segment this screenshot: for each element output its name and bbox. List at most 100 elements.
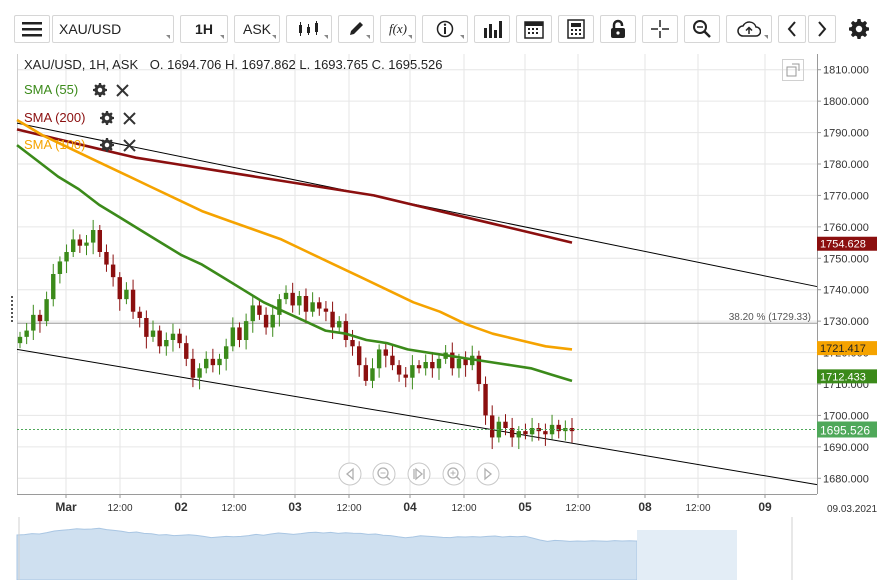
candle-body bbox=[337, 321, 342, 328]
crosshair-icon bbox=[651, 20, 669, 38]
gear-icon[interactable] bbox=[93, 83, 107, 97]
candle-body bbox=[223, 346, 229, 359]
y-tick-label: 1740.000 bbox=[823, 285, 869, 297]
candle-body bbox=[170, 333, 176, 340]
channel-lower-line bbox=[16, 348, 818, 486]
candle-body bbox=[396, 365, 402, 375]
gear-icon bbox=[849, 19, 869, 39]
candle-body bbox=[403, 374, 408, 378]
menu-button[interactable] bbox=[14, 15, 50, 43]
x-tick-label: 12:00 bbox=[451, 503, 476, 514]
candle-body bbox=[243, 321, 249, 340]
candle-body bbox=[569, 428, 575, 432]
zoom-button[interactable] bbox=[684, 15, 720, 43]
chart-type-button[interactable] bbox=[286, 15, 332, 43]
candle-body bbox=[164, 340, 169, 347]
sma-series bbox=[16, 118, 573, 383]
navigator-overview[interactable] bbox=[16, 517, 877, 580]
legend-item-sma200[interactable]: SMA (200) bbox=[24, 110, 85, 125]
candle-body bbox=[509, 428, 515, 438]
crosshair-button[interactable] bbox=[642, 15, 678, 43]
legend-item-sma55[interactable]: SMA (55) bbox=[24, 82, 78, 97]
calendar-icon bbox=[524, 21, 544, 39]
candle-body bbox=[117, 277, 122, 300]
candle-body bbox=[144, 318, 149, 337]
reset-zoom-button[interactable] bbox=[407, 462, 431, 486]
candle-body bbox=[503, 421, 508, 428]
candle-body bbox=[463, 358, 468, 366]
zoom-in-button[interactable] bbox=[442, 462, 466, 486]
x-tick-label: 12:00 bbox=[107, 503, 132, 514]
candle-body bbox=[410, 365, 415, 378]
x-tick-label: 12:00 bbox=[221, 503, 246, 514]
candle-body bbox=[516, 431, 521, 438]
candle-body bbox=[157, 330, 162, 347]
candle-body bbox=[24, 330, 29, 337]
candle-body bbox=[323, 308, 329, 312]
lock-button[interactable] bbox=[600, 15, 636, 43]
chart-toolbar: XAU/USD 1H ASK f(x) bbox=[0, 0, 888, 44]
x-tick-label: 04 bbox=[403, 500, 417, 514]
candle-body bbox=[124, 289, 129, 300]
candle-body bbox=[523, 431, 528, 435]
candle-body bbox=[376, 349, 382, 369]
x-tick-label: 12:00 bbox=[336, 503, 361, 514]
last-price-tag-text: 1695.526 bbox=[820, 423, 870, 437]
pan-right-button[interactable] bbox=[476, 462, 500, 486]
calculator-button[interactable] bbox=[558, 15, 594, 43]
navigator-tail bbox=[637, 530, 737, 580]
last-price-tag-bg bbox=[817, 421, 877, 438]
candle-body bbox=[97, 230, 103, 252]
fibonacci-level[interactable]: 38.20 % (1729.33) bbox=[17, 312, 817, 324]
x-tick-label: 12:00 bbox=[565, 503, 590, 514]
cloud-button[interactable] bbox=[726, 15, 772, 43]
symbol-select[interactable]: XAU/USD bbox=[52, 15, 174, 43]
calendar-button[interactable] bbox=[516, 15, 552, 43]
price-type-select[interactable]: ASK bbox=[234, 15, 280, 43]
candle-body bbox=[270, 314, 275, 328]
draw-button[interactable] bbox=[338, 15, 374, 43]
candle-body bbox=[237, 327, 242, 340]
candle-body bbox=[277, 299, 282, 315]
legend-label-sma100: SMA (100) bbox=[24, 137, 86, 152]
time-axis: Mar 12:00 02 12:00 03 12:00 04 12:00 05 12:00 08 12… bbox=[55, 494, 877, 515]
price-tags: 1754.628 1721.417 1712.433 1695.526 bbox=[817, 236, 877, 438]
indicators-button[interactable]: f(x) bbox=[380, 15, 416, 43]
candle-body bbox=[150, 330, 156, 337]
left-resize-handle[interactable] bbox=[11, 296, 17, 322]
x-tick-label: 02 bbox=[174, 500, 188, 514]
scroll-right-button[interactable] bbox=[808, 15, 836, 43]
gear-icon[interactable] bbox=[100, 138, 114, 152]
pan-left-button[interactable] bbox=[338, 462, 362, 486]
y-tick-label: 1730.000 bbox=[823, 316, 869, 328]
gear-icon[interactable] bbox=[100, 111, 114, 125]
navigator-area bbox=[16, 527, 638, 580]
candle-body bbox=[456, 358, 462, 369]
timeframe-select[interactable]: 1H bbox=[180, 15, 228, 43]
close-icon[interactable] bbox=[116, 84, 129, 97]
legend-controls-sma55 bbox=[93, 83, 129, 97]
draw-pencil-icon bbox=[350, 22, 363, 35]
zoom-out-button[interactable] bbox=[372, 462, 396, 486]
y-tick-label: 1750.000 bbox=[823, 253, 869, 265]
settings-button[interactable] bbox=[842, 15, 876, 43]
candle-body bbox=[290, 292, 295, 306]
close-icon[interactable] bbox=[123, 139, 136, 152]
legend-item-sma100[interactable]: SMA (100) bbox=[24, 137, 85, 152]
volume-button[interactable] bbox=[474, 15, 510, 43]
fullscreen-button[interactable] bbox=[782, 59, 804, 81]
x-tick-label: 12:00 bbox=[685, 503, 710, 514]
navigation-controls bbox=[338, 462, 500, 486]
info-icon bbox=[436, 20, 454, 38]
info-button[interactable] bbox=[422, 15, 468, 43]
legend-controls-sma100 bbox=[100, 138, 136, 152]
candle-body bbox=[310, 302, 315, 312]
cloud-upload-icon bbox=[737, 21, 761, 37]
x-tick-label: 03 bbox=[288, 500, 302, 514]
candle-body bbox=[489, 415, 495, 438]
fib-label: 38.20 % (1729.33) bbox=[729, 312, 811, 323]
sma100-line bbox=[16, 118, 573, 351]
scroll-left-button[interactable] bbox=[778, 15, 806, 43]
close-icon[interactable] bbox=[123, 112, 136, 125]
